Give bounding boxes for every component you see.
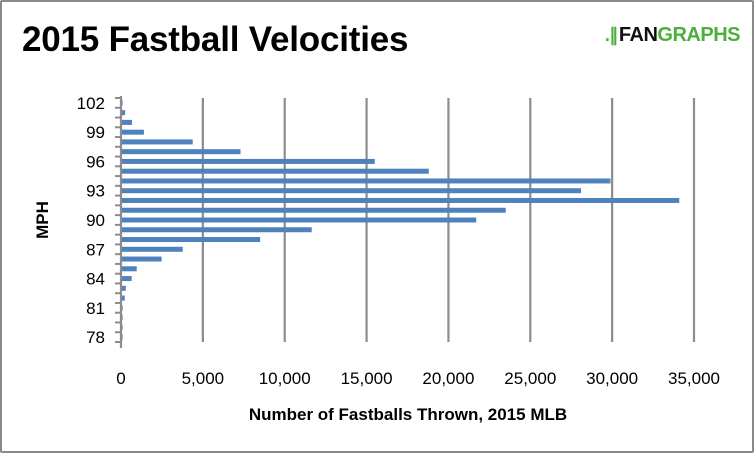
bar-97-mph (122, 149, 241, 155)
x-tick-label: 10,000 (259, 369, 311, 388)
bar-84-mph (122, 276, 132, 282)
bars (122, 100, 680, 340)
y-tick-label: 81 (86, 299, 105, 318)
logo-text-graphs: GRAPHS (657, 24, 740, 46)
bar-82-mph (122, 295, 125, 301)
bar-85-mph (122, 266, 137, 272)
y-tick-label: 90 (86, 211, 105, 230)
bar-87-mph (122, 246, 183, 252)
bar-83-mph (122, 285, 126, 291)
bar-99-mph (122, 129, 144, 135)
x-tick-label: 0 (116, 369, 125, 388)
bar-80-mph (122, 315, 123, 321)
y-tick-label: 99 (86, 123, 105, 142)
axes (115, 96, 123, 348)
bar-96-mph (122, 158, 375, 164)
x-axis-title: Number of Fastballs Thrown, 2015 MLB (249, 405, 567, 424)
x-tick-label: 20,000 (422, 369, 474, 388)
bar-101-mph (122, 110, 126, 116)
y-tick-label: 96 (86, 152, 105, 171)
x-tick-label: 30,000 (586, 369, 638, 388)
bar-92-mph (122, 197, 680, 203)
fangraphs-logo: .∥ FAN GRAPHS (604, 24, 741, 47)
logo-text-fan: FAN (618, 24, 658, 46)
bar-89-mph (122, 227, 312, 233)
tick-labels: 0 5,000 10,000 15,000 20,000 25,000 30,000 35,0… (77, 94, 720, 388)
bar-91-mph (122, 207, 506, 213)
x-tick-label: 15,000 (341, 369, 393, 388)
y-tick-label: 84 (86, 270, 105, 289)
bar-81-mph (122, 305, 123, 311)
bar-93-mph (122, 188, 582, 194)
bar-94-mph (122, 178, 611, 184)
logo-mark-icon: .∥ (604, 25, 619, 45)
y-tick-label: 78 (86, 328, 105, 347)
bar-100-mph (122, 119, 132, 125)
bar-78-mph (122, 334, 123, 340)
bar-98-mph (122, 139, 193, 145)
bar-88-mph (122, 237, 261, 243)
x-tick-label: 25,000 (504, 369, 556, 388)
bar-95-mph (122, 168, 429, 174)
y-axis-title: MPH (33, 201, 52, 239)
y-tick-label: 93 (86, 182, 105, 201)
y-tick-label: 87 (86, 240, 105, 259)
x-tick-label: 5,000 (182, 369, 225, 388)
bar-79-mph (122, 324, 123, 330)
x-tick-label: 35,000 (668, 369, 720, 388)
bar-90-mph (122, 217, 477, 223)
bar-86-mph (122, 256, 162, 262)
y-tick-label: 102 (77, 94, 105, 113)
chart-title: 2015 Fastball Velocities (22, 20, 409, 59)
bar-102-mph (122, 100, 123, 106)
